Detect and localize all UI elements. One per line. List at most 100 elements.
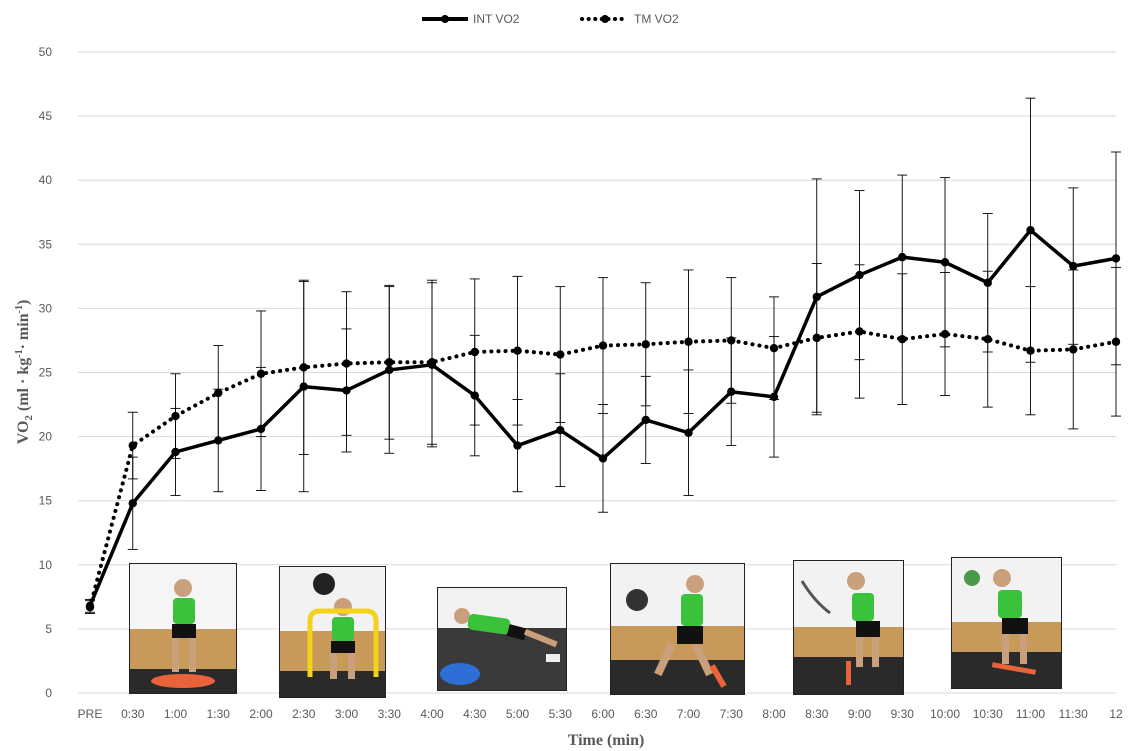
medicine-ball-lunge-exercise-photo (610, 563, 745, 695)
x-tick-label: 7:00 (677, 707, 701, 721)
data-point-tm (171, 411, 180, 421)
data-point-tm (940, 329, 950, 339)
data-point-tm (769, 343, 779, 353)
data-point-tm (513, 346, 522, 355)
data-point-int (983, 278, 992, 287)
x-tick-label: 1:30 (207, 707, 231, 721)
data-point-int (727, 387, 736, 396)
data-point-tm (727, 336, 736, 345)
bosu-plank-exercise-photo (437, 587, 567, 691)
y-tick-label: 20 (39, 430, 53, 444)
x-tick-label: 10:30 (973, 707, 1003, 721)
x-tick-label: 6:30 (634, 707, 658, 721)
legend-label-tm: TM VO2 (634, 12, 679, 26)
x-tick-label: PRE (78, 707, 103, 721)
data-point-int (684, 428, 693, 437)
data-point-tm (128, 441, 137, 450)
data-point-int (598, 454, 608, 463)
x-tick-label: 11:00 (1016, 707, 1045, 721)
data-point-int (1111, 254, 1121, 263)
y-tick-label: 30 (39, 301, 53, 315)
x-tick-label: 1:00 (164, 707, 188, 721)
x-axis-ticks: PRE 0:30 1:00 1:30 2:00 2:30 3:00 3:30 4:00 4:30 5… (78, 707, 1123, 721)
y-axis-ticks: 0 5 10 15 20 25 30 35 40 45 50 (39, 45, 53, 700)
data-point-tm (598, 341, 608, 350)
x-tick-label: 12 (1109, 707, 1123, 721)
data-point-int (342, 386, 351, 395)
data-point-tm (1026, 346, 1035, 355)
x-tick-label: 7:30 (720, 707, 744, 721)
y-tick-label: 35 (39, 237, 53, 251)
y-tick-label: 40 (39, 173, 53, 187)
data-point-int (855, 270, 864, 280)
data-point-tm (812, 333, 821, 343)
data-point-int (1026, 225, 1035, 235)
rope-agility-exercise-photo (793, 560, 904, 695)
data-point-tm (85, 602, 95, 612)
data-point-int (940, 258, 950, 267)
x-tick-label: 3:00 (335, 707, 359, 721)
data-point-tm (641, 340, 650, 349)
y-tick-label: 15 (39, 494, 53, 508)
y-tick-label: 50 (39, 45, 53, 59)
x-tick-label: 4:30 (463, 707, 487, 721)
data-point-int (513, 441, 522, 450)
y-axis-title: VO2 (ml · kg-1· min-1) (14, 300, 35, 445)
gridlines (78, 51, 1116, 694)
y-tick-label: 0 (45, 686, 52, 700)
data-point-tm (556, 350, 565, 359)
x-tick-label: 10:00 (930, 707, 960, 721)
data-point-int (256, 424, 266, 434)
data-point-tm (898, 334, 907, 344)
data-point-int (385, 365, 394, 375)
data-point-tm (385, 358, 394, 367)
x-axis-title: Time (min) (568, 732, 645, 749)
x-tick-label: 9:00 (848, 707, 872, 721)
data-point-tm (684, 337, 693, 346)
y-tick-label: 25 (39, 366, 53, 380)
x-tick-label: 8:30 (805, 707, 829, 721)
data-point-int (171, 447, 180, 457)
data-point-int (299, 382, 308, 391)
data-point-int (1069, 261, 1078, 271)
data-point-tm (214, 388, 223, 398)
x-tick-label: 2:30 (292, 707, 316, 721)
data-point-tm (983, 334, 992, 344)
data-point-tm (855, 327, 864, 336)
data-point-int (556, 425, 565, 435)
legend: INT VO2 TM VO2 (422, 12, 679, 26)
data-point-tm (1111, 337, 1121, 346)
data-point-int (898, 252, 907, 262)
legend-marker-tm (601, 15, 609, 23)
data-point-int (641, 415, 650, 425)
y-tick-label: 5 (45, 622, 52, 636)
x-tick-label: 8:00 (762, 707, 786, 721)
x-tick-label: 4:00 (420, 707, 444, 721)
legend-label-int: INT VO2 (473, 12, 520, 26)
x-tick-label: 2:00 (249, 707, 273, 721)
data-point-tm (256, 369, 266, 378)
data-point-tm (342, 359, 351, 368)
x-tick-label: 9:30 (891, 707, 915, 721)
y-tick-label: 45 (39, 109, 53, 123)
data-point-int (470, 391, 479, 400)
error-bars (85, 97, 1121, 614)
x-tick-label: 5:00 (506, 707, 530, 721)
x-tick-label: 0:30 (121, 707, 145, 721)
y-tick-label: 10 (39, 558, 53, 572)
data-point-tm (1069, 345, 1078, 354)
data-point-tm (299, 363, 308, 372)
data-point-tm (470, 347, 479, 357)
x-tick-label: 11:30 (1059, 707, 1088, 721)
x-tick-label: 6:00 (591, 707, 615, 721)
balance-board-exercise-photo (129, 563, 237, 694)
series-points (85, 225, 1121, 612)
x-tick-label: 3:30 (378, 707, 402, 721)
data-point-tm (427, 358, 437, 367)
ball-slam-exercise-photo (951, 557, 1062, 689)
legend-marker-int (441, 15, 449, 23)
data-point-int (769, 392, 779, 402)
x-tick-label: 5:30 (549, 707, 573, 721)
hurdle-ball-toss-exercise-photo (279, 566, 386, 698)
